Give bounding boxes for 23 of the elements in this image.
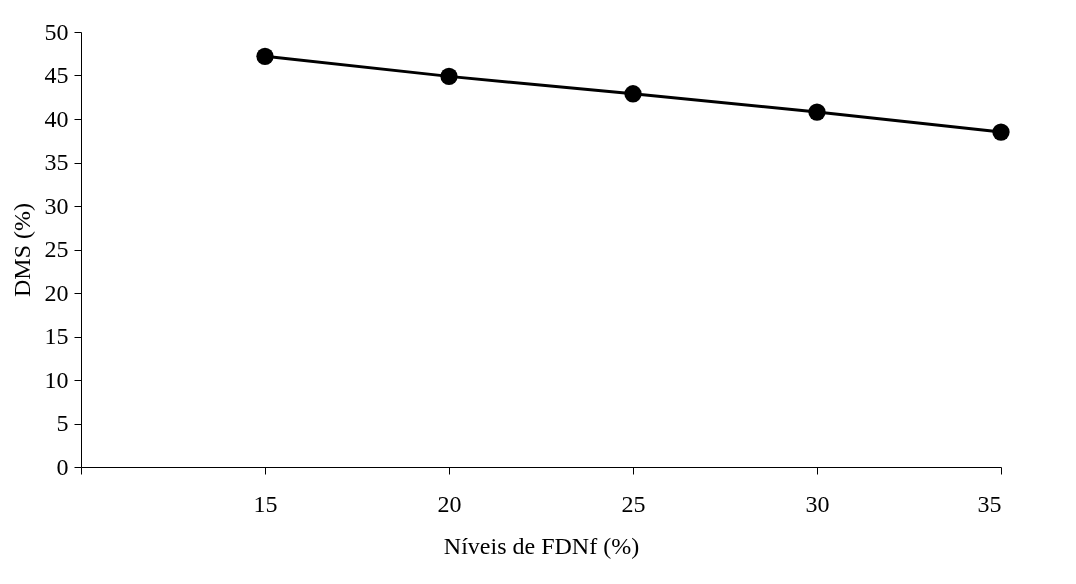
x-tick-label: 35 bbox=[977, 490, 1002, 517]
point bbox=[624, 85, 642, 103]
x-tick-label: 30 bbox=[805, 490, 830, 517]
y-tick-label: 40 bbox=[44, 105, 69, 132]
point bbox=[992, 123, 1010, 141]
y-axis-title: DMS (%) bbox=[8, 203, 35, 297]
point bbox=[440, 67, 458, 86]
point bbox=[256, 47, 274, 65]
y-tick-label: 0 bbox=[56, 453, 69, 480]
y-tick-label: 35 bbox=[44, 149, 69, 175]
y-tick-label: 25 bbox=[44, 236, 69, 262]
y-tick-label: 30 bbox=[44, 192, 69, 219]
x-axis-title: Níveis de FDNf (%) bbox=[443, 532, 640, 559]
x-tick-label: 25 bbox=[621, 490, 646, 517]
point bbox=[808, 103, 826, 121]
x-tick-label: 20 bbox=[437, 490, 462, 517]
x-tick-label: 15 bbox=[253, 490, 278, 517]
y-tick-label: 20 bbox=[44, 279, 69, 306]
y-tick-label: 5 bbox=[56, 410, 69, 436]
y-tick-label: 45 bbox=[44, 62, 69, 88]
y-tick-label: 50 bbox=[44, 18, 69, 45]
y-tick-label: 10 bbox=[44, 366, 69, 393]
y-tick-label: 15 bbox=[44, 323, 69, 349]
